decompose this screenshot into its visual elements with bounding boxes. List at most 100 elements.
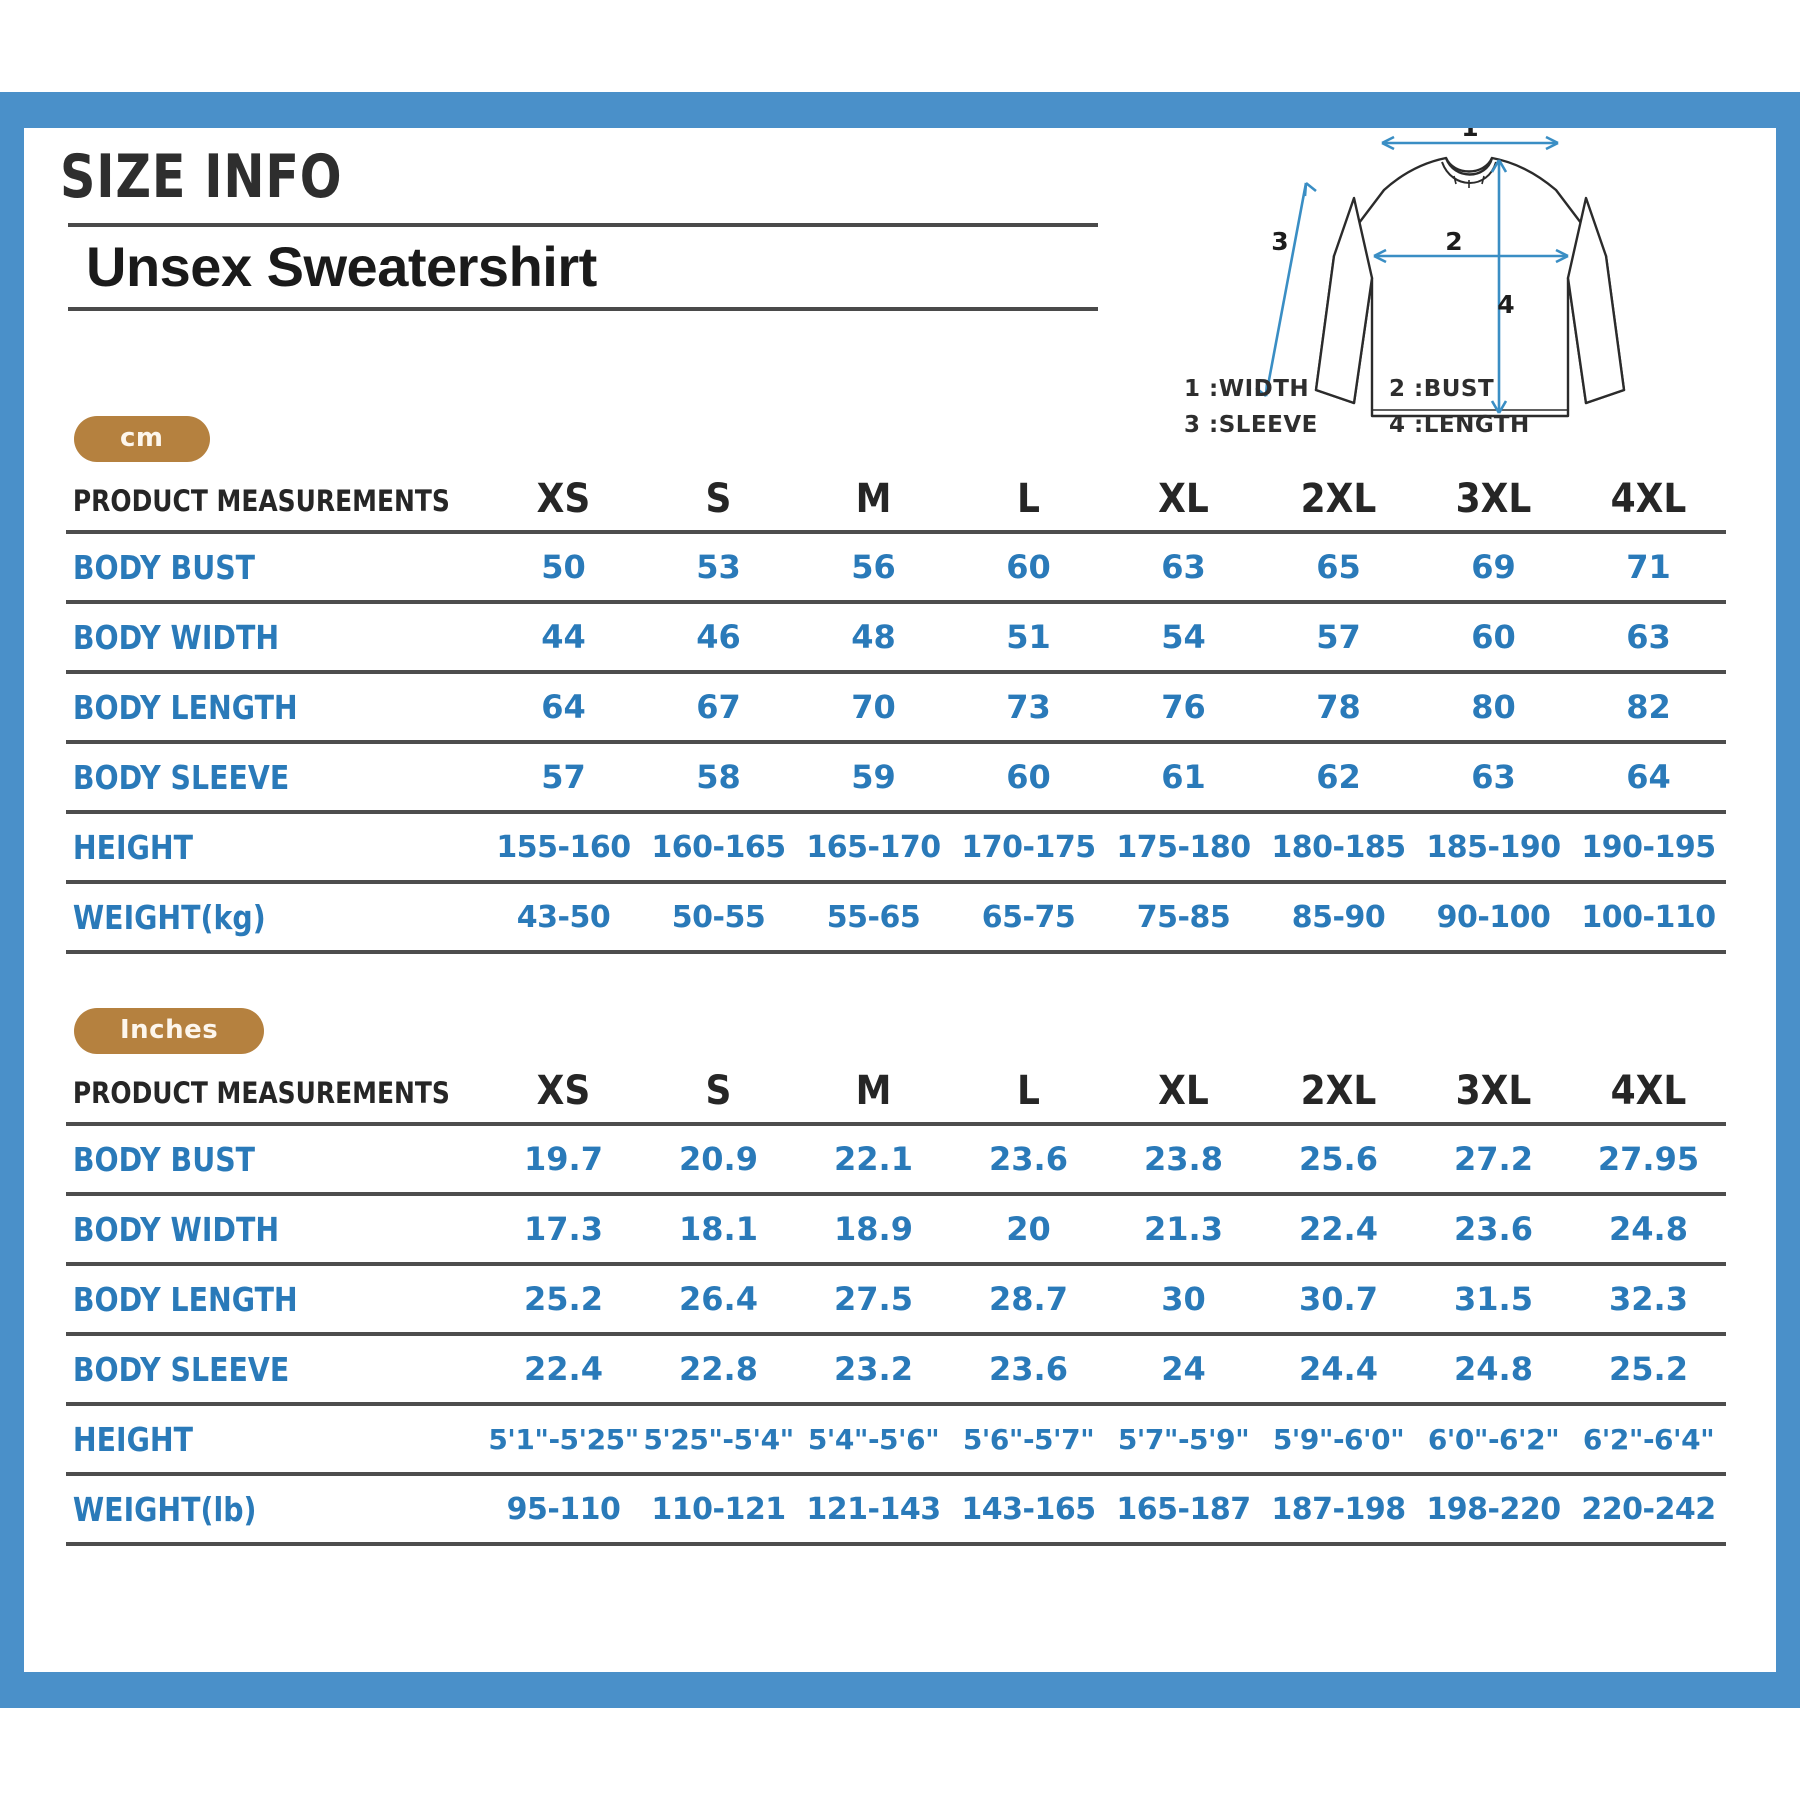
cell-value: 22.4 [486,1332,641,1404]
cell-value: 28.7 [951,1262,1106,1334]
legend-bust: 2 :BUST [1389,376,1495,402]
cell-value: 64 [1571,740,1726,812]
column-header-size-l: L [1017,476,1040,522]
cell-value: 26.4 [641,1262,796,1334]
size-table-inches-wrap: PRODUCT MEASUREMENTS XS S M L XL 2XL 3XL 4XL BODY… [66,1068,1726,1552]
column-header-size-s: S [705,476,732,522]
cell-value: 67 [641,670,796,742]
cell-value: 27.5 [796,1262,951,1334]
cell-value: 5'6"-5'7" [951,1402,1106,1474]
unit-badge-cm-wrap: cm [74,416,210,462]
table-row: BODY WIDTH 44 46 48 51 54 57 60 63 [66,600,1726,672]
cell-value: 65-75 [951,880,1106,952]
cell-value: 100-110 [1571,880,1726,952]
row-label-body-width: BODY WIDTH [66,1192,428,1264]
bottom-blue-band [0,1672,1800,1708]
cell-value: 70 [796,670,951,742]
column-header-size-s: S [705,1068,732,1114]
cell-value: 56 [796,530,951,602]
cell-value: 54 [1106,600,1261,672]
column-header-size-m: M [855,1068,892,1114]
cell-value: 60 [1416,600,1571,672]
cell-value: 71 [1571,530,1726,602]
cell-value: 24.8 [1416,1332,1571,1404]
unit-badge-inches-wrap: Inches [74,1008,265,1054]
column-header-size-xl: XL [1158,1068,1209,1114]
cell-value: 60 [951,740,1106,812]
cell-value: 23.6 [951,1332,1106,1404]
cell-value: 57 [486,740,641,812]
cell-value: 90-100 [1416,880,1571,952]
cell-value: 63 [1106,530,1261,602]
cell-value: 5'7"-5'9" [1106,1402,1261,1474]
measurement-legend: 1 :WIDTH 2 :BUST 3 :SLEEVE 4 :LENGTH [1184,376,1604,448]
cell-value: 198-220 [1416,1472,1571,1544]
cell-value: 187-198 [1261,1472,1416,1544]
cell-value: 190-195 [1571,810,1726,882]
cell-value: 53 [641,530,796,602]
cell-value: 73 [951,670,1106,742]
row-label-weight-lb: WEIGHT(lb) [66,1472,428,1544]
cell-value: 78 [1261,670,1416,742]
column-header-size-m: M [855,476,892,522]
cell-value: 23.6 [951,1122,1106,1194]
cell-value: 18.9 [796,1192,951,1264]
header-block: SIZE INFO Unsex Sweatershirt [60,146,1110,312]
cell-value: 32.3 [1571,1262,1726,1334]
cell-value: 20.9 [641,1122,796,1194]
cell-value: 121-143 [796,1472,951,1544]
size-table-cm-wrap: PRODUCT MEASUREMENTS XS S M L XL 2XL 3XL 4XL BODY… [66,476,1726,960]
cell-value: 80 [1416,670,1571,742]
cell-value: 21.3 [1106,1192,1261,1264]
right-blue-rail [1776,92,1800,1708]
table-row: BODY SLEEVE 57 58 59 60 61 62 63 64 [66,740,1726,812]
cell-value: 23.2 [796,1332,951,1404]
column-header-size-3xl: 3XL [1455,1068,1532,1114]
cell-value: 22.1 [796,1122,951,1194]
column-header-size-l: L [1017,1068,1040,1114]
cell-value: 51 [951,600,1106,672]
cell-value: 155-160 [486,810,641,882]
cell-value: 46 [641,600,796,672]
cell-value: 61 [1106,740,1261,812]
row-label-body-sleeve: BODY SLEEVE [66,740,428,812]
size-table-inches: PRODUCT MEASUREMENTS XS S M L XL 2XL 3XL 4XL BODY… [66,1068,1726,1552]
cell-value: 170-175 [951,810,1106,882]
table-row: BODY SLEEVE 22.4 22.8 23.2 23.6 24 24.4 24.8 25.… [66,1332,1726,1404]
column-header-size-xs: XS [536,476,591,522]
row-label-body-width: BODY WIDTH [66,600,428,672]
cell-value: 85-90 [1261,880,1416,952]
table-row: BODY LENGTH 25.2 26.4 27.5 28.7 30 30.7 31.5 32.… [66,1262,1726,1334]
cell-value: 110-121 [641,1472,796,1544]
cell-value: 5'25"-5'4" [641,1402,796,1474]
column-header-size-4xl: 4XL [1610,1068,1687,1114]
garment-diagram: 1 2 3 4 [1154,113,1754,458]
cell-value: 20 [951,1192,1106,1264]
cell-value: 31.5 [1416,1262,1571,1334]
row-label-body-sleeve: BODY SLEEVE [66,1332,428,1404]
cell-value: 50-55 [641,880,796,952]
row-label-body-bust: BODY BUST [66,1122,428,1194]
cell-value: 165-170 [796,810,951,882]
table-row: BODY WIDTH 17.3 18.1 18.9 20 21.3 22.4 23.6 24.8 [66,1192,1726,1264]
sweatshirt-illustration: 1 2 3 4 [1255,113,1626,418]
size-table-cm: PRODUCT MEASUREMENTS XS S M L XL 2XL 3XL 4XL BODY… [66,476,1726,960]
column-header-measurements: PRODUCT MEASUREMENTS [72,1076,450,1110]
unit-badge-inches: Inches [74,1008,265,1054]
column-header-size-4xl: 4XL [1610,476,1687,522]
column-header-size-2xl: 2XL [1300,1068,1377,1114]
product-subtitle: Unsex Sweatershirt [86,235,597,298]
cell-value: 24.4 [1261,1332,1416,1404]
cell-value: 5'1"-5'25" [486,1402,641,1474]
cell-value: 19.7 [486,1122,641,1194]
cell-value: 82 [1571,670,1726,742]
column-header-size-xl: XL [1158,476,1209,522]
cell-value: 160-165 [641,810,796,882]
cell-value: 30.7 [1261,1262,1416,1334]
row-label-weight-kg: WEIGHT(kg) [66,880,428,952]
cell-value: 55-65 [796,880,951,952]
cell-value: 63 [1416,740,1571,812]
table-header-row: PRODUCT MEASUREMENTS XS S M L XL 2XL 3XL 4XL [66,476,1726,532]
row-label-body-length: BODY LENGTH [66,1262,428,1334]
